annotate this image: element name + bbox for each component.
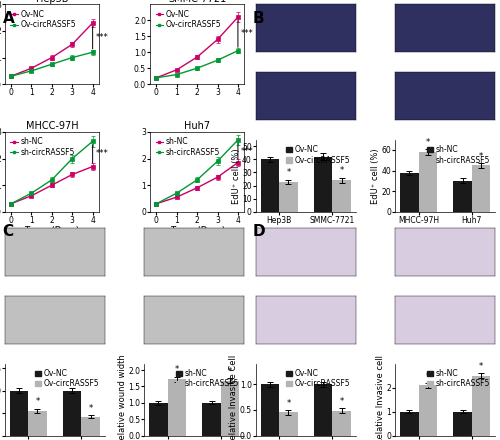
Legend: Ov-NC, Ov-circRASSF5: Ov-NC, Ov-circRASSF5 <box>284 143 352 166</box>
X-axis label: Times (Days): Times (Days) <box>170 226 224 235</box>
Bar <box>82 417 100 436</box>
Text: D: D <box>252 224 265 239</box>
Text: *: * <box>340 397 344 406</box>
Text: *: * <box>228 367 232 376</box>
Text: ***: *** <box>241 147 254 156</box>
X-axis label: Times (Days): Times (Days) <box>24 226 80 235</box>
Y-axis label: Relative Invasive cell: Relative Invasive cell <box>376 355 385 440</box>
Text: *: * <box>286 399 290 408</box>
Bar <box>332 180 351 212</box>
Bar <box>314 384 332 436</box>
Bar <box>168 379 186 436</box>
Text: *: * <box>286 169 290 177</box>
Bar <box>453 181 472 212</box>
Legend: sh-NC, sh-circRASSF5: sh-NC, sh-circRASSF5 <box>426 367 491 390</box>
Text: *: * <box>340 166 344 176</box>
Y-axis label: EdU⁺ cell (%): EdU⁺ cell (%) <box>371 148 380 204</box>
Legend: Ov-NC, Ov-circRASSF5: Ov-NC, Ov-circRASSF5 <box>154 8 222 31</box>
Bar <box>400 172 418 212</box>
Text: B: B <box>252 11 264 26</box>
Legend: sh-NC, sh-circRASSF5: sh-NC, sh-circRASSF5 <box>174 367 240 390</box>
Bar <box>400 411 418 436</box>
Text: *: * <box>426 138 430 147</box>
Text: *: * <box>175 366 179 374</box>
Text: C: C <box>2 224 14 239</box>
Bar <box>279 412 298 436</box>
Bar <box>149 403 168 436</box>
Bar <box>10 391 28 436</box>
Title: MHCC-97H: MHCC-97H <box>26 121 78 131</box>
Legend: sh-NC, sh-circRASSF5: sh-NC, sh-circRASSF5 <box>426 143 491 166</box>
Bar <box>453 411 472 436</box>
Text: *: * <box>479 362 484 370</box>
Text: ***: *** <box>96 33 108 42</box>
Legend: Ov-NC, Ov-circRASSF5: Ov-NC, Ov-circRASSF5 <box>34 367 101 390</box>
Text: ***: *** <box>96 150 108 158</box>
Bar <box>260 159 279 212</box>
Bar <box>28 411 47 436</box>
Title: SMMC-7721: SMMC-7721 <box>168 0 226 4</box>
Bar <box>314 157 332 212</box>
Bar <box>472 376 490 436</box>
Title: Hep3B: Hep3B <box>36 0 68 4</box>
Bar <box>279 182 298 212</box>
Bar <box>63 391 82 436</box>
Legend: sh-NC, sh-circRASSF5: sh-NC, sh-circRASSF5 <box>9 136 76 158</box>
Bar <box>418 385 437 436</box>
Legend: sh-NC, sh-circRASSF5: sh-NC, sh-circRASSF5 <box>154 136 222 158</box>
Bar <box>202 403 221 436</box>
Text: *: * <box>479 152 484 161</box>
Bar <box>260 384 279 436</box>
Bar <box>472 165 490 212</box>
Bar <box>221 381 240 436</box>
Text: ***: *** <box>241 29 254 38</box>
Text: A: A <box>2 11 14 26</box>
Y-axis label: EdU⁺ cell (%): EdU⁺ cell (%) <box>232 148 240 204</box>
Y-axis label: Relative wound width: Relative wound width <box>118 354 127 440</box>
Title: Huh7: Huh7 <box>184 121 210 131</box>
Bar <box>418 152 437 212</box>
Text: *: * <box>426 372 430 381</box>
Legend: Ov-NC, Ov-circRASSF5: Ov-NC, Ov-circRASSF5 <box>9 8 78 31</box>
Legend: Ov-NC, Ov-circRASSF5: Ov-NC, Ov-circRASSF5 <box>284 367 352 390</box>
Text: *: * <box>36 397 40 407</box>
Bar <box>332 411 351 436</box>
Y-axis label: Relative Invasive Cell: Relative Invasive Cell <box>230 355 238 440</box>
Text: *: * <box>88 404 93 413</box>
